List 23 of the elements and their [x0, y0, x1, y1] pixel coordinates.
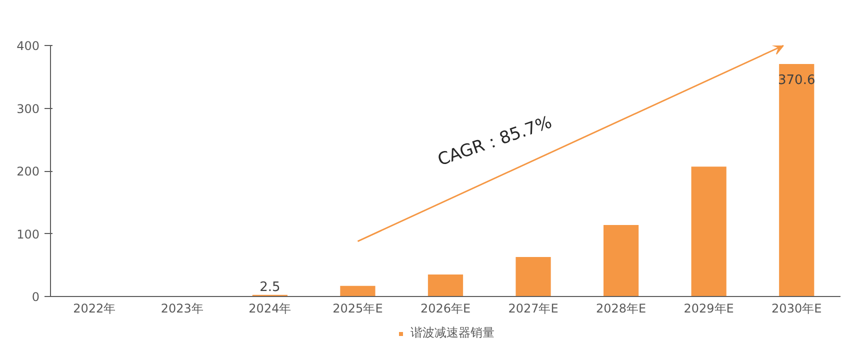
bar	[691, 166, 726, 296]
y-tick-label: 0	[32, 290, 40, 304]
y-tick-label: 300	[16, 102, 40, 116]
y-tick-label: 100	[16, 227, 40, 242]
x-tick-label: 2029年E	[684, 302, 734, 316]
y-tick-label: 200	[16, 164, 40, 178]
bar	[779, 64, 814, 296]
x-tick-label: 2028年E	[596, 302, 646, 316]
y-tick-label: 400	[16, 39, 40, 53]
x-tick-label: 2023年	[160, 302, 204, 316]
x-tick-label: 2025年E	[332, 302, 383, 316]
x-tick-label: 2030年E	[772, 302, 822, 316]
x-tick-label: 2024年	[248, 302, 292, 316]
data-label: 2.5	[260, 280, 280, 295]
bar	[340, 286, 376, 296]
x-tick-label: 2027年E	[508, 302, 558, 316]
annotation: CAGR：85.7%	[435, 112, 555, 170]
bar	[604, 224, 639, 296]
bar	[516, 256, 551, 296]
bar	[428, 274, 464, 296]
x-tick-label: 2026年E	[420, 302, 471, 316]
legend-label: 谐波减速器销量	[410, 324, 494, 342]
x-tick-label: 2022年	[73, 302, 116, 316]
